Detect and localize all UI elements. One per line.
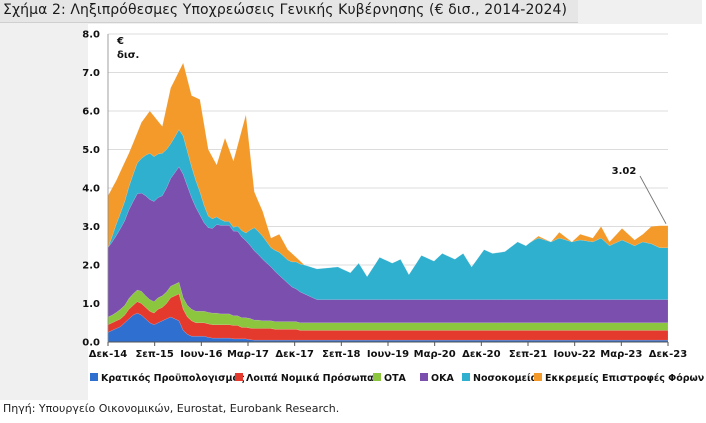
legend-swatch [235, 373, 243, 381]
legend-swatch [420, 373, 428, 381]
title-bar: Σχήμα 2: Ληξιπρόθεσμες Υποχρεώσεις Γενικ… [0, 0, 578, 23]
legend-item: ΟΤΑ [373, 373, 407, 384]
y-axis: 0.0 1.0 2.0 3.0 4.0 5.0 6.0 7.0 8.0 [82, 30, 100, 349]
source-note: Πηγή: Υπουργείο Οικονομικών, Eurostat, E… [3, 402, 340, 415]
legend-label: ΟΚΑ [431, 373, 454, 384]
legend-label: Εκκρεμείς Επιστροφές Φόρων [545, 373, 705, 384]
last-value-annotation: 3.02 [612, 166, 667, 224]
x-tick-label: Δεκ-20 [462, 349, 501, 360]
x-tick-label: Σεπ-15 [135, 349, 173, 360]
x-tick-label: Δεκ-23 [649, 349, 688, 360]
legend: Κρατικός Προϋπολογισμός Λοιπά Νομικά Πρόσ… [90, 373, 705, 384]
legend-label: Λοιπά Νομικά Πρόσωπα [246, 373, 374, 384]
legend-label: Κρατικός Προϋπολογισμός [101, 373, 245, 384]
legend-swatch [534, 373, 542, 381]
annotation-leader [639, 175, 667, 224]
area-6 [107, 62, 669, 277]
y-tick-label: 7.0 [82, 68, 100, 79]
legend-item: ΟΚΑ [420, 373, 454, 384]
y-tick-label: 2.0 [82, 261, 100, 272]
legend-swatch [373, 373, 381, 381]
x-tick-label: Μαρ-23 [600, 349, 642, 360]
legend-swatch [462, 373, 470, 381]
annotation-text: 3.02 [612, 166, 637, 177]
legend-item: Νοσοκομεία [462, 373, 538, 384]
legend-label: Νοσοκομεία [473, 373, 538, 384]
x-tick-label: Δεκ-17 [275, 349, 314, 360]
x-tick-label: Ιουν-22 [554, 349, 596, 360]
y-tick-label: 5.0 [82, 145, 100, 156]
y-tick-label: 4.0 [82, 184, 100, 195]
x-tick-label: Μαρ-17 [227, 349, 269, 360]
y-axis-unit-bn: δισ. [117, 50, 139, 61]
y-tick-label: 0.0 [82, 338, 100, 349]
legend-label: ΟΤΑ [384, 373, 407, 384]
x-tick-label: Σεπ-21 [509, 349, 547, 360]
x-tick-label: Ιουν-16 [180, 349, 222, 360]
stacked-areas [107, 62, 669, 343]
legend-item: Εκκρεμείς Επιστροφές Φόρων [534, 373, 705, 384]
x-axis: Δεκ-14 Σεπ-15 Ιουν-16 Μαρ-17 Δεκ-17 Σεπ-18 Ιου… [89, 34, 688, 360]
x-tick-label: Μαρ-20 [414, 349, 456, 360]
y-tick-label: 3.0 [82, 222, 100, 233]
y-tick-label: 6.0 [82, 107, 100, 118]
y-tick-label: 8.0 [82, 30, 100, 41]
x-tick-label: Σεπ-18 [322, 349, 360, 360]
x-tick-label: Δεκ-14 [89, 349, 128, 360]
legend-item: Κρατικός Προϋπολογισμός [90, 373, 245, 384]
legend-item: Λοιπά Νομικά Πρόσωπα [235, 373, 374, 384]
legend-swatch [90, 373, 98, 381]
y-tick-label: 1.0 [82, 299, 100, 310]
x-tick-label: Ιουν-19 [367, 349, 409, 360]
chart-title: Σχήμα 2: Ληξιπρόθεσμες Υποχρεώσεις Γενικ… [3, 2, 568, 18]
chart-svg: 0.0 1.0 2.0 3.0 4.0 5.0 6.0 7.0 8.0 Δεκ-14 Σεπ-15… [82, 30, 705, 385]
y-axis-unit-euro: € [116, 36, 124, 47]
